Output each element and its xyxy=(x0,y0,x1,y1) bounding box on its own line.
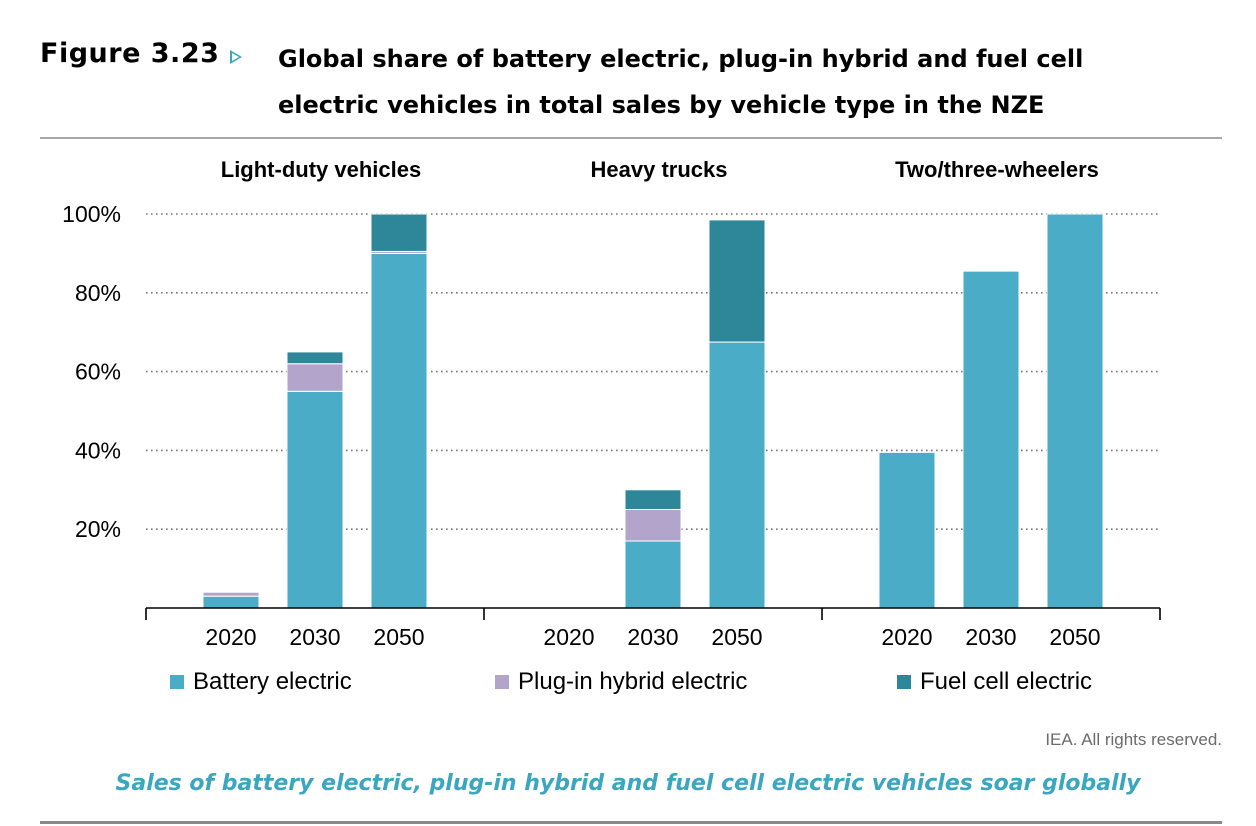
y-tick-label: 40% xyxy=(75,437,121,463)
y-tick-label: 100% xyxy=(62,201,121,227)
bottom-divider xyxy=(40,821,1222,824)
y-tick-label: 80% xyxy=(75,280,121,306)
x-tick-label: 2030 xyxy=(289,624,340,650)
bar-segment-fuelcell xyxy=(370,213,428,252)
top-divider xyxy=(40,137,1222,139)
legend-item-fuelcell: Fuel cell electric xyxy=(897,668,1092,696)
legend-item-phev: Plug-in hybrid electric xyxy=(495,668,747,696)
bar-segment-phev xyxy=(624,509,682,542)
x-tick-label: 2030 xyxy=(627,624,678,650)
x-tick-label: 2020 xyxy=(881,624,932,650)
y-tick-label: 60% xyxy=(75,359,121,385)
x-tick-label: 2030 xyxy=(965,624,1016,650)
x-tick-label: 2050 xyxy=(711,624,762,650)
x-tick-label: 2020 xyxy=(205,624,256,650)
credit-text: IEA. All rights reserved. xyxy=(1045,730,1222,749)
stacked-bar-chart: 20% 40% 60% 80% 100% 2020 2030 2050 Light-duty v… xyxy=(62,157,1161,650)
legend-label-phev: Plug-in hybrid electric xyxy=(518,668,748,695)
legend: Battery electric Plug-in hybrid electric… xyxy=(0,668,1256,698)
legend-swatch-fuelcell xyxy=(897,675,911,689)
panel-title: Light-duty vehicles xyxy=(221,157,421,182)
bar-segment-battery xyxy=(1046,213,1104,609)
bar-segment-battery xyxy=(708,341,766,609)
bar-segment-battery xyxy=(370,252,428,609)
figure-title-line-1: Global share of battery electric, plug-i… xyxy=(278,45,1084,73)
bar-segment-fuelcell xyxy=(708,219,766,343)
panel-title: Two/three-wheelers xyxy=(895,157,1099,182)
bar-segment-fuelcell xyxy=(624,489,682,510)
y-tick-label: 20% xyxy=(75,516,121,542)
bar-segment-battery xyxy=(202,595,260,609)
bar-segment-battery xyxy=(286,390,344,609)
x-tick-label: 2050 xyxy=(1049,624,1100,650)
figure-title-line-2: electric vehicles in total sales by vehi… xyxy=(278,91,1045,119)
x-tick-label: 2050 xyxy=(373,624,424,650)
panel-title: Heavy trucks xyxy=(591,157,728,182)
x-tick-label: 2020 xyxy=(543,624,594,650)
bar-segment-battery xyxy=(624,540,682,609)
figure-caption: Sales of battery electric, plug-in hybri… xyxy=(115,771,1141,796)
legend-item-battery: Battery electric xyxy=(170,668,352,696)
triangle-arrow-icon xyxy=(230,50,242,64)
figure-label: Figure 3.23 xyxy=(40,38,220,69)
legend-label-battery: Battery electric xyxy=(193,668,352,695)
legend-swatch-battery xyxy=(170,675,184,689)
legend-label-fuelcell: Fuel cell electric xyxy=(920,668,1093,695)
bar-segment-fuelcell xyxy=(286,351,344,365)
bar-segment-phev xyxy=(202,591,260,597)
bar-segment-battery xyxy=(962,270,1020,609)
legend-swatch-phev xyxy=(495,675,509,689)
bar-segment-phev xyxy=(286,363,344,392)
figure-title: Global share of battery electric, plug-i… xyxy=(278,36,1178,128)
bar-segment-battery xyxy=(878,451,936,609)
